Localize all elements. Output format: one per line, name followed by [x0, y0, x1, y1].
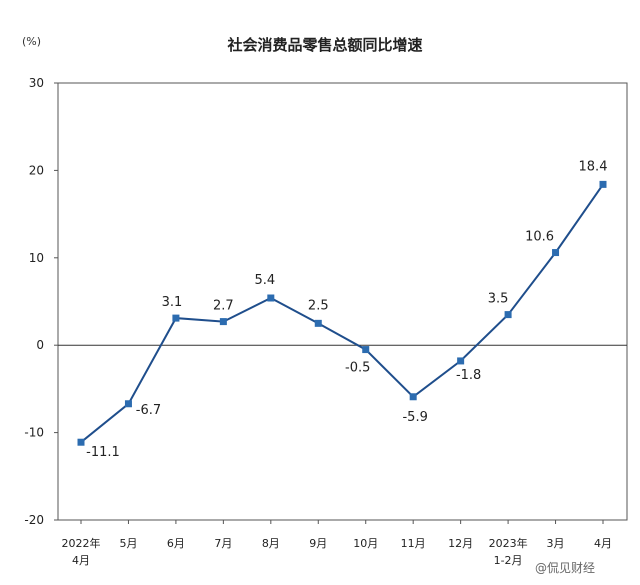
x-tick-label: 8月	[262, 537, 280, 550]
data-point	[599, 180, 607, 188]
x-tick-label: 12月	[448, 537, 473, 550]
x-tick-label: 1-2月	[494, 554, 523, 567]
x-tick-label: 9月	[309, 537, 327, 550]
data-label: -6.7	[136, 403, 161, 418]
x-tick-label: 3月	[547, 537, 565, 550]
data-point	[457, 357, 465, 365]
y-tick-label: -20	[24, 513, 44, 527]
data-point	[267, 294, 275, 302]
data-point	[124, 400, 132, 408]
series-line	[80, 183, 604, 443]
x-tick-label: 2023年	[489, 536, 528, 550]
data-labels: -11.1 -6.7 3.1 2.7 5.4 2.5 -0.5 -5.9 -1.8 3.5 10.6…	[86, 159, 607, 460]
data-point	[172, 314, 180, 322]
data-point	[552, 249, 560, 257]
data-label: 3.5	[488, 292, 509, 307]
data-label: 10.6	[525, 230, 554, 245]
plot-frame	[57, 82, 628, 521]
chart-title: 社会消费品零售总额同比增速	[226, 36, 422, 54]
data-label: -5.9	[402, 410, 427, 425]
x-tick-label: 2022年	[62, 536, 101, 550]
data-label: -11.1	[86, 445, 120, 460]
data-label: 2.5	[308, 298, 329, 313]
data-label: 18.4	[579, 159, 608, 174]
y-tick-label: 20	[29, 163, 44, 177]
data-label: 5.4	[254, 273, 275, 288]
series-markers	[77, 180, 607, 446]
data-point	[77, 438, 85, 446]
data-label: 3.1	[162, 295, 183, 310]
y-tick-label: -10	[24, 426, 44, 440]
y-tick-label: 0	[36, 338, 44, 352]
data-point	[362, 346, 370, 354]
x-tick-label: 10月	[353, 537, 378, 550]
unit-label: (%)	[22, 35, 41, 48]
data-point	[409, 393, 417, 401]
data-point	[314, 319, 322, 327]
x-tick-label: 11月	[401, 537, 426, 550]
data-label: -1.8	[456, 368, 481, 383]
x-tick-label: 4月	[594, 537, 612, 550]
data-label: -0.5	[345, 361, 370, 376]
x-tick-label: 7月	[214, 537, 232, 550]
y-tick-label: 10	[29, 251, 44, 265]
x-tick-label: 4月	[72, 554, 90, 567]
y-tick-label: 30	[29, 76, 44, 90]
x-tick-label: 5月	[119, 537, 137, 550]
data-point	[504, 311, 512, 319]
x-axis: 2022年 4月 5月 6月 7月 8月 9月 10月 11月 12月 2023年 1-2月 3月 4月	[62, 520, 612, 567]
watermark: @侃见财经	[535, 561, 595, 575]
x-tick-label: 6月	[167, 537, 185, 550]
data-point	[219, 318, 227, 326]
y-axis: -20 -10 0 10 20 30	[24, 76, 58, 527]
data-label: 2.7	[213, 299, 234, 314]
